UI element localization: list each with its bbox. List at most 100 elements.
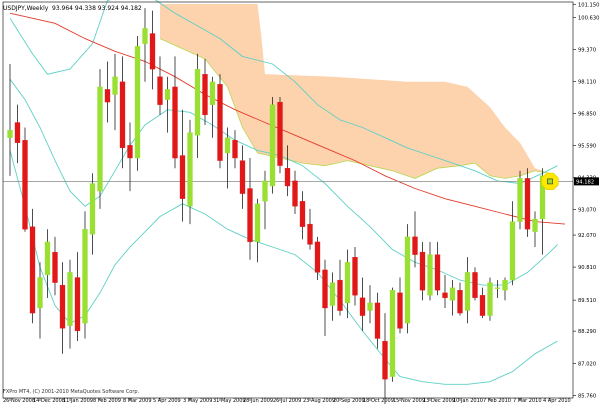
y-tick-label: 92.070 (578, 233, 596, 239)
candle-body-bear (397, 292, 403, 329)
x-tick-label: 14 Dec 2008 (33, 398, 65, 404)
candle (29, 208, 36, 324)
bollinger-upper-line (9, 0, 558, 184)
candle-body-bull (209, 81, 216, 105)
plot-frame (2, 1, 574, 399)
candle (517, 170, 523, 230)
copyright-notice: FXPro MT4, (C) 2001-2010 MetaQuotes Soft… (3, 389, 140, 395)
candle-body-bull (254, 203, 261, 243)
candle (142, 8, 148, 82)
y-tick-label: 85.760 (578, 393, 596, 399)
candle-body-bull (187, 132, 193, 207)
x-tick-label: 31 May 2009 (213, 398, 246, 404)
candle-body-bear (217, 84, 223, 161)
candle (37, 262, 43, 339)
candle (389, 287, 396, 382)
candle-body-bull (367, 302, 373, 311)
candle (239, 145, 246, 209)
candle-body-bear (239, 160, 246, 194)
candle-body-bear (172, 86, 178, 159)
candle-body-bear (442, 292, 448, 299)
candle (352, 247, 358, 306)
candle (344, 249, 351, 319)
candle-body-bear (179, 155, 186, 199)
candle-body-bear (382, 340, 388, 380)
candle-body-bull (67, 272, 73, 326)
x-tick-label: 26 Jul 2009 (273, 398, 301, 404)
candle (262, 170, 268, 230)
candle-body-bull (269, 104, 276, 187)
candle (427, 241, 433, 301)
candle-body-bull (509, 221, 516, 281)
candle-body-bull (449, 287, 456, 301)
candle (509, 201, 516, 286)
candle (217, 74, 223, 169)
candle (464, 257, 471, 324)
candle-body-bear (202, 74, 208, 116)
ohlc-readout: 93.964 94.338 93.924 94.182 (52, 5, 142, 12)
candle (7, 63, 13, 176)
candle-body-bear (419, 251, 426, 291)
candle-body-bull (389, 290, 396, 377)
y-tick-label: 90.810 (578, 265, 596, 271)
candle (322, 259, 328, 336)
x-tick-label: 10 Jan 2010 (453, 398, 483, 404)
y-tick-label: 98.110 (578, 80, 596, 86)
candle (277, 97, 283, 174)
y-tick-label: 87.020 (578, 361, 596, 367)
candle-body-bear (524, 178, 531, 230)
candle-body-bull (329, 282, 336, 306)
candle-body-bull (517, 178, 523, 222)
candle-body-bear (412, 236, 418, 255)
candle (457, 282, 463, 316)
candle (442, 274, 448, 309)
y-tick-label: 99.370 (578, 48, 596, 54)
candle (67, 259, 73, 349)
candle-body-bull (7, 129, 13, 138)
candle (89, 173, 96, 255)
moving-average-line (9, 12, 566, 225)
candle-body-bear (127, 145, 133, 159)
x-tick-label: 7 Mar 2010 (513, 398, 542, 404)
x-tick-label: 11 Jan 2009 (63, 398, 93, 404)
candle (14, 104, 21, 164)
candle (82, 211, 88, 339)
x-tick-label: 13 Dec 2009 (423, 398, 455, 404)
candle (254, 198, 261, 263)
highlight-group (541, 172, 559, 190)
y-tick-label: 101.150 (578, 2, 599, 8)
candle-body-bear (359, 297, 366, 316)
candle-body-bull (464, 272, 471, 311)
candle (314, 236, 321, 281)
candle (44, 229, 51, 298)
candle-body-bear (284, 168, 291, 187)
candle (164, 76, 171, 133)
candle-body-bear (104, 89, 111, 103)
candle (532, 211, 538, 248)
candle (22, 127, 28, 232)
y-axis: 101.150 100.630 99.370 98.110 96.850 95.590 94… (573, 2, 599, 399)
candle (382, 313, 388, 408)
candle-body-bear (374, 302, 381, 339)
candle (202, 58, 208, 125)
candle (127, 122, 133, 192)
candle (224, 127, 231, 189)
x-tick-label: 4 Apr 2010 (543, 398, 571, 404)
candle-body-bear (352, 257, 358, 296)
x-tick-label: 8 Mar 2009 (123, 398, 152, 404)
candle (524, 168, 531, 237)
candle-body-bull (427, 254, 433, 296)
candle (112, 53, 118, 131)
ichimoku-cloud (159, 4, 551, 179)
candle-body-bear (479, 295, 486, 316)
x-tick-label: 5 Apr 2009 (153, 398, 181, 404)
candle-body-bull (494, 287, 501, 289)
current-price-label-box (574, 177, 599, 186)
candle-body-bull (224, 137, 231, 154)
highlight-candle (547, 178, 553, 185)
candle (194, 53, 201, 159)
candle-body-bull (44, 241, 51, 276)
candle (119, 56, 126, 169)
